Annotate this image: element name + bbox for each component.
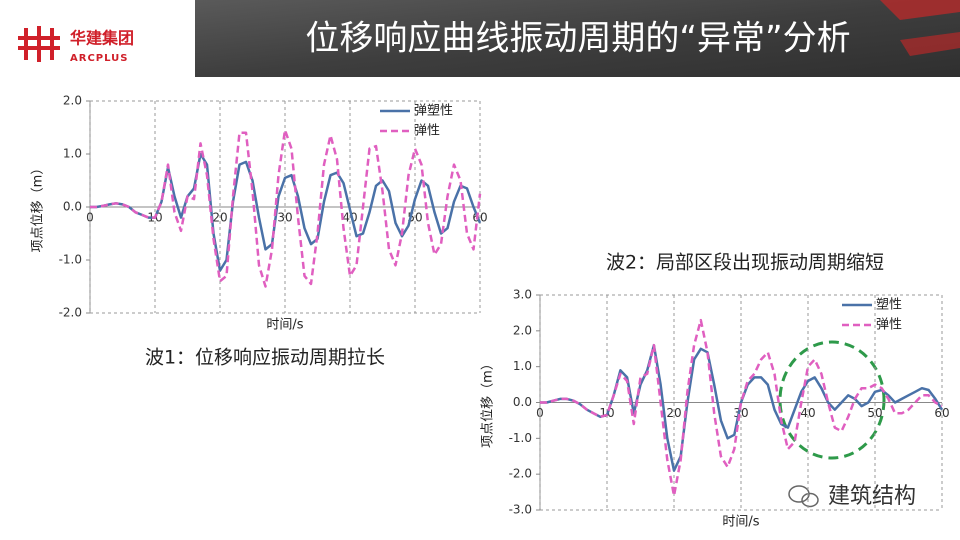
y-tick-label: -2.0 [59, 306, 82, 320]
x-tick-label: 50 [867, 406, 882, 420]
x-tick-label: 20 [666, 406, 681, 420]
y-tick-label: 3.0 [513, 288, 532, 302]
legend-label: 弹性 [414, 124, 440, 139]
x-tick-label: 60 [934, 406, 949, 420]
logo-text: 华建集团 [70, 29, 134, 48]
x-tick-label: 0 [536, 406, 544, 420]
y-axis-title: 项点位移（m） [31, 162, 46, 253]
y-tick-label: -3.0 [509, 503, 532, 517]
logo-mark [18, 26, 60, 62]
caption: 波2：局部区段出现振动周期缩短 [606, 252, 884, 274]
watermark: 建筑结构 [828, 484, 916, 509]
y-tick-label: 2.0 [63, 94, 82, 108]
y-tick-label: 1.0 [63, 147, 82, 161]
y-tick-label: 1.0 [513, 359, 532, 373]
y-tick-label: 0.0 [513, 395, 532, 409]
y-tick-label: -2.0 [509, 467, 532, 481]
caption: 波1：位移响应振动周期拉长 [145, 347, 385, 369]
x-axis-title: 时间/s [722, 515, 759, 530]
slide-title: 位移响应曲线振动周期的“异常”分析 [305, 19, 850, 59]
line-series [90, 128, 482, 288]
y-axis-title: 项点位移（m） [481, 357, 496, 448]
header-banner [195, 0, 960, 77]
wechat-icon [788, 485, 819, 508]
banner-stripe [900, 32, 960, 56]
y-tick-label: -1.0 [509, 431, 532, 445]
y-tick-label: 0.0 [63, 200, 82, 214]
line-series [540, 318, 943, 497]
x-axis-title: 时间/s [266, 318, 303, 333]
x-tick-label: 40 [800, 406, 815, 420]
y-tick-label: 2.0 [513, 323, 532, 337]
highlight-ellipse [778, 340, 886, 460]
legend-label: 塑性 [876, 298, 902, 313]
y-tick-label: -1.0 [59, 253, 82, 267]
legend-label: 弹性 [876, 318, 902, 333]
banner-stripe [880, 0, 960, 20]
legend-label: 弹塑性 [414, 104, 453, 119]
logo-subtext: ARCPLUS [70, 53, 128, 64]
